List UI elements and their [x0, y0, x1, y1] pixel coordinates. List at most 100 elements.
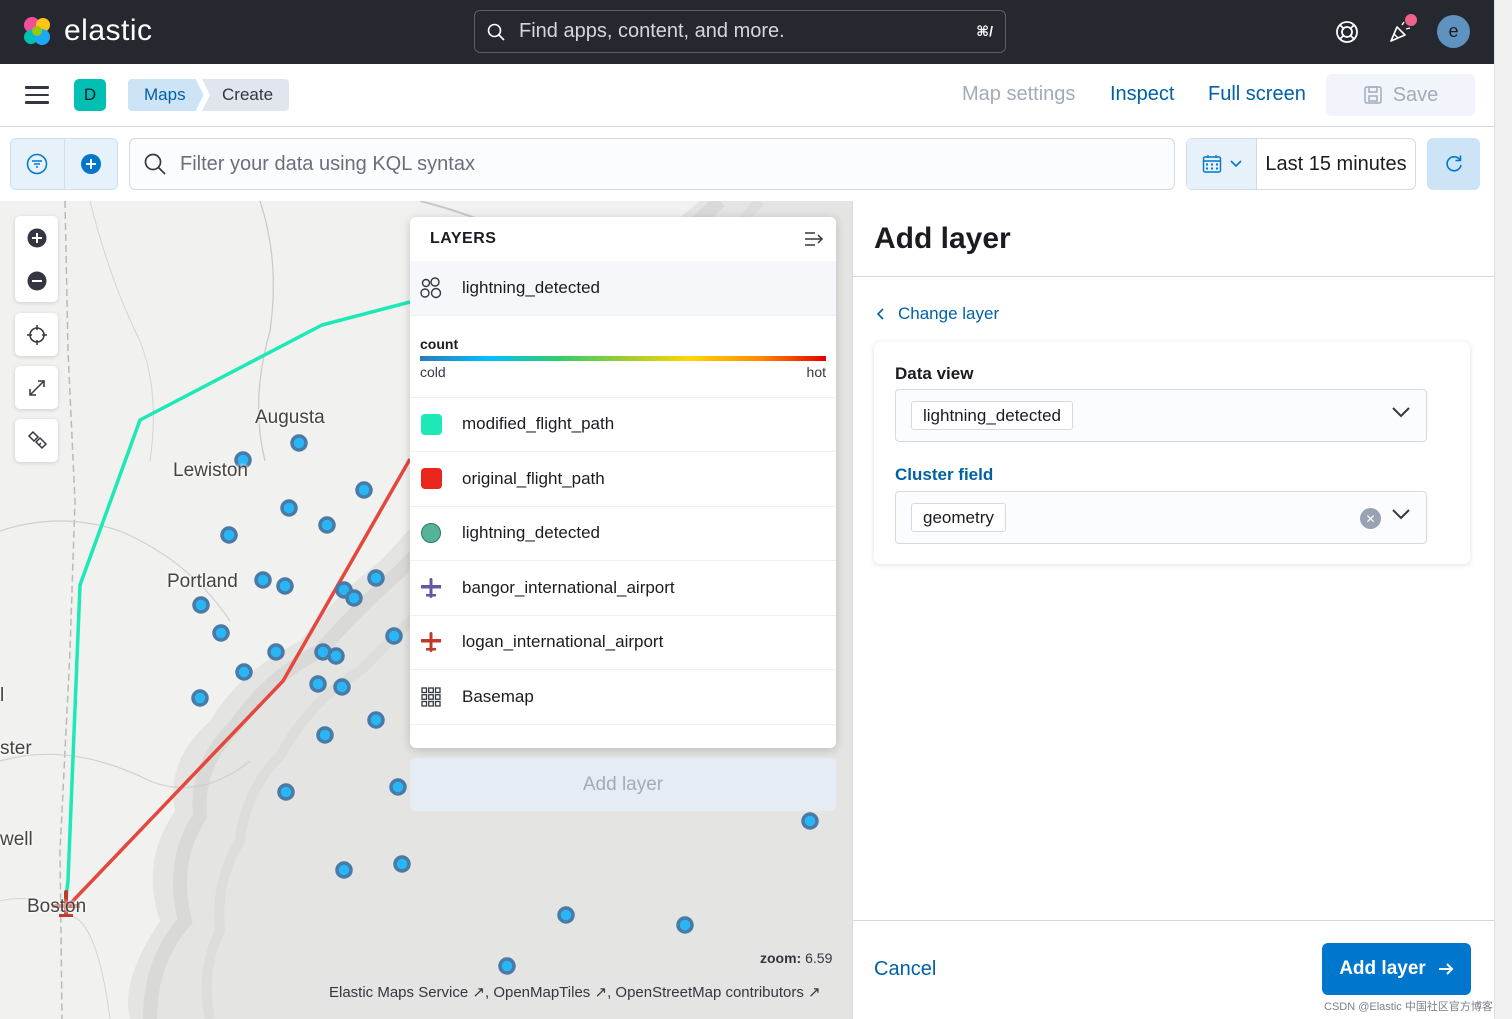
chevron-left-icon: [876, 308, 884, 320]
layer-item-basemap[interactable]: Basemap: [410, 670, 836, 725]
collapse-panel-icon[interactable]: [804, 231, 824, 247]
legend-field: count: [420, 335, 459, 352]
help-menu-button[interactable]: [1331, 16, 1363, 48]
external-link-icon: ↗: [472, 984, 485, 1001]
add-layer-button-disabled[interactable]: Add layer: [410, 758, 836, 811]
fullscreen-control: [15, 366, 58, 409]
elastic-brand[interactable]: elastic: [20, 14, 153, 48]
elastic-logo-icon: [24, 17, 50, 45]
breadcrumb-create: Create: [202, 79, 290, 111]
space-avatar[interactable]: D: [74, 79, 106, 111]
divider: [853, 276, 1495, 277]
menu-toggle-icon[interactable]: [25, 86, 49, 106]
crosshairs-icon: [26, 324, 47, 345]
attribution-link-openmaptiles[interactable]: OpenMapTiles: [493, 984, 591, 1001]
city-label-augusta: Augusta: [255, 407, 325, 428]
change-layer-link[interactable]: Change layer: [876, 304, 999, 324]
query-bar: Filter your data using KQL syntax Last 1…: [0, 127, 1494, 201]
help-icon: [1336, 21, 1358, 43]
add-layer-label: Add layer: [1339, 958, 1426, 979]
time-range-label[interactable]: Last 15 minutes: [1265, 152, 1407, 175]
color-swatch-icon: [420, 468, 442, 490]
time-picker[interactable]: Last 15 minutes: [1186, 138, 1416, 190]
search-icon: [487, 23, 505, 41]
legend-low-label: cold: [420, 363, 446, 380]
city-label-lewiston: Lewiston: [173, 460, 248, 481]
city-label-partial-ster: ster: [0, 738, 32, 759]
cluster-field-pill: geometry: [911, 503, 1006, 532]
layers-panel-header: LAYERS: [410, 217, 836, 261]
city-label-partial-l: l: [0, 685, 5, 706]
city-label-partial-well: well: [0, 829, 33, 850]
attribution-link-ems[interactable]: Elastic Maps Service: [329, 984, 469, 1001]
brand-wordmark: elastic: [64, 14, 153, 47]
full-screen-link[interactable]: Full screen: [1208, 83, 1306, 105]
layer-item-logan-airport[interactable]: logan_international_airport: [410, 616, 836, 670]
cancel-button[interactable]: Cancel: [874, 958, 937, 980]
draw-tools-button[interactable]: [15, 419, 58, 462]
divider: [853, 920, 1495, 921]
change-layer-label: Change layer: [898, 304, 1000, 323]
cluster-field-select[interactable]: geometry ✕: [895, 491, 1427, 544]
inspect-link[interactable]: Inspect: [1110, 83, 1175, 105]
news-icon: [1390, 21, 1411, 42]
chevron-down-icon[interactable]: [1392, 508, 1410, 520]
modified-flight-path-line: [63, 300, 411, 907]
add-filter-button[interactable]: [65, 139, 118, 189]
watermark-text: CSDN @Elastic 中国社区官方博客: [1324, 1001, 1493, 1013]
save-button[interactable]: Save: [1326, 74, 1475, 116]
app-toolbar: D Maps Create Map settings Inspect Full …: [0, 64, 1494, 127]
zoom-in-button[interactable]: [15, 216, 58, 259]
cluster-field-label: Cluster field: [895, 465, 994, 484]
layer-item-lightning-detected[interactable]: lightning_detected: [410, 507, 836, 561]
layer-label: lightning_detected: [462, 523, 601, 543]
grid-icon: [420, 686, 442, 708]
saved-query-button[interactable]: [11, 139, 65, 189]
layers-title: LAYERS: [430, 230, 497, 247]
legend-gradient-bar: [420, 355, 826, 361]
layer-item-bangor-airport[interactable]: bangor_international_airport: [410, 561, 836, 616]
add-layer-button[interactable]: Add layer: [1322, 943, 1471, 995]
expand-button[interactable]: [15, 366, 58, 409]
user-avatar[interactable]: e: [1437, 15, 1470, 48]
layer-label: logan_international_airport: [462, 632, 664, 652]
city-label-portland: Portland: [167, 571, 238, 592]
zoom-out-button[interactable]: [15, 259, 58, 302]
window-scrollbar[interactable]: [1494, 0, 1512, 1019]
arrow-right-icon: [1438, 963, 1454, 975]
news-feed-button[interactable]: [1384, 16, 1416, 48]
global-header: elastic Find apps, content, and more. ⌘/…: [0, 0, 1494, 64]
filter-icon: [27, 153, 48, 175]
chevron-down-icon[interactable]: [1392, 406, 1410, 418]
save-icon: [1363, 86, 1382, 104]
zoom-value: 6.59: [805, 950, 833, 966]
map-settings-link[interactable]: Map settings: [962, 83, 1076, 105]
layer-label: modified_flight_path: [462, 414, 615, 434]
layer-item-original-flight-path[interactable]: original_flight_path: [410, 452, 836, 507]
quick-select-button[interactable]: [1187, 139, 1257, 189]
refresh-button[interactable]: [1427, 138, 1480, 190]
data-view-select[interactable]: lightning_detected: [895, 389, 1427, 442]
layer-item-lightning-cluster[interactable]: lightning_detected: [410, 261, 836, 316]
set-view-control: [15, 313, 58, 356]
filter-button-group: [10, 138, 118, 190]
kql-placeholder: Filter your data using KQL syntax: [180, 152, 475, 175]
layer-item-modified-flight-path[interactable]: modified_flight_path: [410, 398, 836, 452]
clear-selection-icon[interactable]: ✕: [1360, 508, 1381, 529]
attribution-link-osm[interactable]: OpenStreetMap contributors: [615, 984, 804, 1001]
global-search-placeholder: Find apps, content, and more.: [519, 20, 785, 42]
breadcrumb-maps[interactable]: Maps: [128, 79, 204, 111]
tools-control: [15, 419, 58, 462]
save-label: Save: [1392, 83, 1439, 106]
airplane-icon: [420, 631, 442, 653]
cluster-icon: [420, 277, 442, 299]
search-icon: [144, 153, 166, 175]
kql-search-input[interactable]: Filter your data using KQL syntax: [129, 138, 1175, 190]
layer-label: original_flight_path: [462, 468, 605, 488]
wrench-icon: [27, 430, 47, 449]
circle-swatch-icon: [420, 522, 442, 544]
external-link-icon: ↗: [594, 984, 608, 1001]
layer-label: lightning_detected: [462, 277, 601, 297]
global-search-field[interactable]: Find apps, content, and more. ⌘/: [474, 10, 1006, 53]
set-view-button[interactable]: [15, 313, 58, 356]
